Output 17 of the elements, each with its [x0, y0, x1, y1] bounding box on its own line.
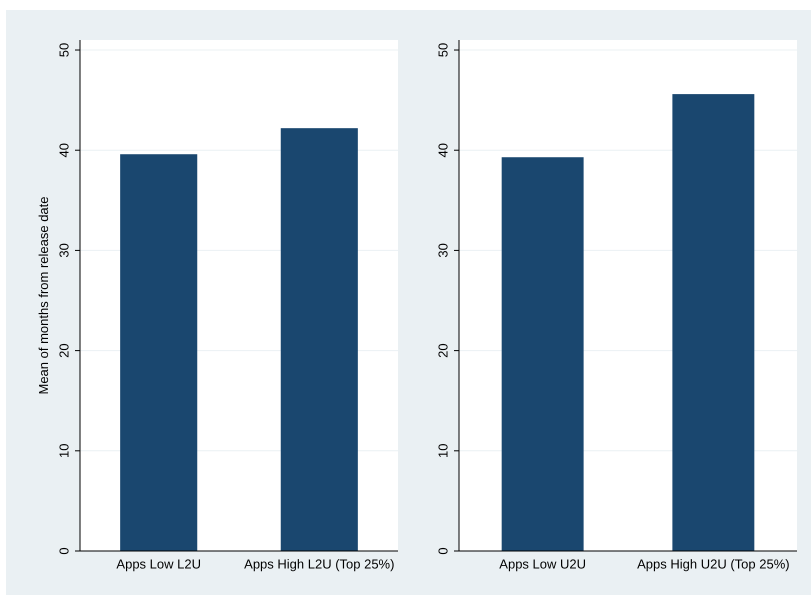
y-tick-label: 40 [436, 142, 451, 158]
y-tick-label: 30 [436, 243, 451, 258]
y-tick-label: 30 [56, 243, 72, 258]
y-tick-label: 0 [436, 547, 451, 555]
y-axis-title: Mean of months from release date [36, 196, 51, 394]
y-tick-label: 20 [436, 343, 451, 358]
y-tick-label: 0 [56, 547, 72, 555]
y-tick-label: 20 [56, 343, 72, 358]
y-tick-label: 50 [436, 42, 451, 58]
x-tick-label: Apps High U2U (Top 25%) [637, 556, 790, 572]
x-tick-label: Apps Low L2U [116, 556, 201, 572]
y-tick-label: 10 [436, 444, 451, 458]
y-tick-label: 10 [56, 444, 72, 458]
y-tick-label: 50 [56, 42, 72, 58]
x-tick-label: Apps High L2U (Top 25%) [244, 556, 394, 572]
y-tick-label: 40 [56, 142, 72, 158]
x-tick-label: Apps Low U2U [499, 556, 586, 572]
